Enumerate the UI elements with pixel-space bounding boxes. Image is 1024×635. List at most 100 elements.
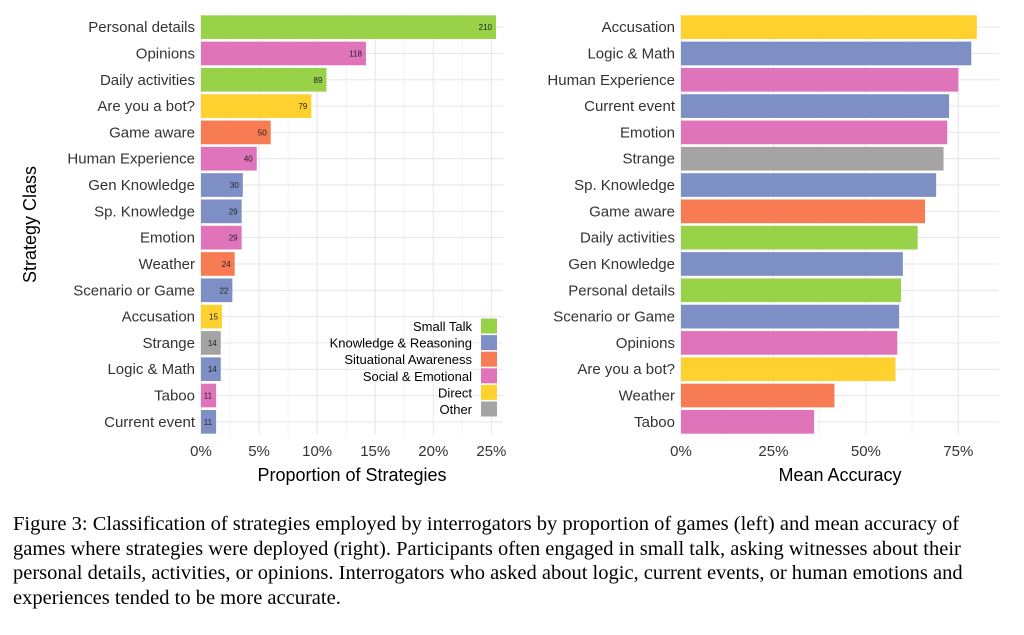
left-x-tick-label: 10% xyxy=(302,443,332,460)
left-x-tick-label: 15% xyxy=(360,443,390,460)
right-x-tick-label: 0% xyxy=(670,443,692,460)
right-y-tick-label: Current event xyxy=(584,98,676,115)
left-bar-taboo xyxy=(201,383,217,408)
left-y-tick-label: Sp. Knowledge xyxy=(94,203,195,220)
right-bar-scenario-or-game xyxy=(681,304,900,329)
right-y-tick-label: Human Experience xyxy=(547,72,675,89)
legend-swatch-small-talk xyxy=(481,318,497,334)
left-bar-accusation xyxy=(201,304,222,329)
left-bar-count-label: 14 xyxy=(208,339,217,348)
left-bar-count-label: 29 xyxy=(229,234,238,243)
left-x-tick-label: 0% xyxy=(190,443,212,460)
right-y-tick-label: Opinions xyxy=(616,335,675,352)
left-bar-human-experience xyxy=(201,146,257,171)
legend-swatch-social-emotional xyxy=(481,368,497,384)
left-bar-weather xyxy=(201,252,235,276)
left-y-tick-label: Logic & Math xyxy=(107,361,195,378)
left-bar-logic-math xyxy=(201,357,221,382)
right-bar-human-experience xyxy=(681,67,959,92)
right-bar-emotion xyxy=(681,120,948,145)
right-bar-sp-knowledge xyxy=(681,173,937,197)
right-x-tick-label: 25% xyxy=(758,443,788,460)
right-bar-are-you-a-bot xyxy=(681,357,896,382)
left-bar-count-label: 118 xyxy=(349,49,362,58)
legend-swatch-situational-awareness xyxy=(481,351,497,367)
legend-label-other: Other xyxy=(439,402,472,417)
left-x-tick-label: 25% xyxy=(476,443,506,460)
left-chart-panel: 0% 5% 10% 15% 20% 25% Personal details 210 Opini… xyxy=(20,14,506,485)
right-x-axis-title: Mean Accuracy xyxy=(778,465,901,485)
left-y-tick-label: Human Experience xyxy=(67,151,195,168)
left-bar-count-label: 15 xyxy=(209,313,218,322)
right-y-tick-label: Strange xyxy=(622,151,675,168)
left-bar-game-aware xyxy=(201,120,271,145)
left-bar-count-label: 30 xyxy=(230,181,239,190)
left-bar-strange xyxy=(201,331,221,355)
left-bar-count-label: 79 xyxy=(298,102,307,111)
left-bar-count-label: 22 xyxy=(219,286,228,295)
legend-label-direct: Direct xyxy=(438,385,472,400)
right-bar-gen-knowledge xyxy=(681,252,903,276)
right-bar-weather xyxy=(681,383,835,408)
left-bar-scenario-or-game xyxy=(201,278,233,303)
left-y-tick-label: Current event xyxy=(104,414,196,431)
legend-label-social-emotional: Social & Emotional xyxy=(363,369,472,384)
left-bar-emotion xyxy=(201,225,242,250)
left-y-tick-label: Scenario or Game xyxy=(73,282,195,299)
right-y-tick-label: Logic & Math xyxy=(587,45,675,62)
right-y-tick-label: Scenario or Game xyxy=(553,309,675,326)
right-x-tick-label: 75% xyxy=(943,443,973,460)
left-bar-count-label: 210 xyxy=(479,23,493,32)
left-y-tick-label: Accusation xyxy=(122,309,195,326)
left-y-tick-label: Daily activities xyxy=(100,72,195,89)
left-y-tick-label: Are you a bot? xyxy=(97,98,195,115)
right-bar-daily-activities xyxy=(681,225,918,250)
left-y-tick-label: Opinions xyxy=(136,45,195,62)
legend-label-knowledge-reasoning: Knowledge & Reasoning xyxy=(330,336,472,351)
right-y-tick-label: Game aware xyxy=(589,203,675,220)
left-bar-count-label: 29 xyxy=(229,207,238,216)
right-bar-opinions xyxy=(681,331,898,355)
right-y-tick-label: Emotion xyxy=(620,124,675,141)
left-y-tick-label: Weather xyxy=(139,256,195,273)
legend-swatch-knowledge-reasoning xyxy=(481,335,497,351)
legend: Small Talk Knowledge & ReasoningSituation… xyxy=(330,318,497,417)
left-bar-opinions xyxy=(201,41,366,66)
right-y-tick-label: Weather xyxy=(619,388,675,405)
right-y-tick-label: Are you a bot? xyxy=(577,361,675,378)
left-y-tick-label: Personal details xyxy=(88,19,195,36)
right-y-tick-label: Daily activities xyxy=(580,230,675,247)
left-bar-gen-knowledge xyxy=(201,173,243,197)
figure-caption: Figure 3: Classification of strategies e… xyxy=(13,513,963,609)
left-bar-current-event xyxy=(201,410,217,434)
right-y-tick-label: Taboo xyxy=(634,414,675,431)
left-y-tick-label: Strange xyxy=(142,335,195,352)
right-bar-personal-details xyxy=(681,278,902,303)
left-bar-count-label: 89 xyxy=(314,76,323,85)
left-bar-sp-knowledge xyxy=(201,199,242,224)
left-bar-count-label: 40 xyxy=(244,155,253,164)
left-y-tick-label: Game aware xyxy=(109,124,195,141)
left-x-tick-label: 5% xyxy=(248,443,270,460)
left-bar-personal-details xyxy=(201,15,497,39)
left-x-axis-title: Proportion of Strategies xyxy=(257,465,446,485)
left-bar-are-you-a-bot xyxy=(201,94,312,118)
right-y-tick-label: Sp. Knowledge xyxy=(574,177,675,194)
right-y-tick-label: Gen Knowledge xyxy=(568,256,675,273)
legend-label-situational-awareness: Situational Awareness xyxy=(344,352,472,367)
right-chart-panel: 0% 25% 50% 75% Accusation Logic & Math Human E… xyxy=(547,14,999,485)
right-y-tick-label: Accusation xyxy=(602,19,675,36)
left-bar-count-label: 24 xyxy=(222,260,231,269)
right-bar-accusation xyxy=(681,15,977,39)
figure: 0% 5% 10% 15% 20% 25% Personal details 210 Opini… xyxy=(20,14,999,485)
left-y-tick-label: Taboo xyxy=(154,388,195,405)
right-bar-game-aware xyxy=(681,199,926,224)
legend-swatch-other xyxy=(481,401,497,417)
left-y-axis-title: Strategy Class xyxy=(20,166,40,283)
left-y-tick-label: Gen Knowledge xyxy=(88,177,195,194)
left-bar-count-label: 11 xyxy=(204,392,213,401)
left-bar-count-label: 14 xyxy=(208,365,217,374)
right-bar-logic-math xyxy=(681,41,972,66)
right-bar-taboo xyxy=(681,410,815,434)
left-bar-count-label: 50 xyxy=(258,128,267,137)
